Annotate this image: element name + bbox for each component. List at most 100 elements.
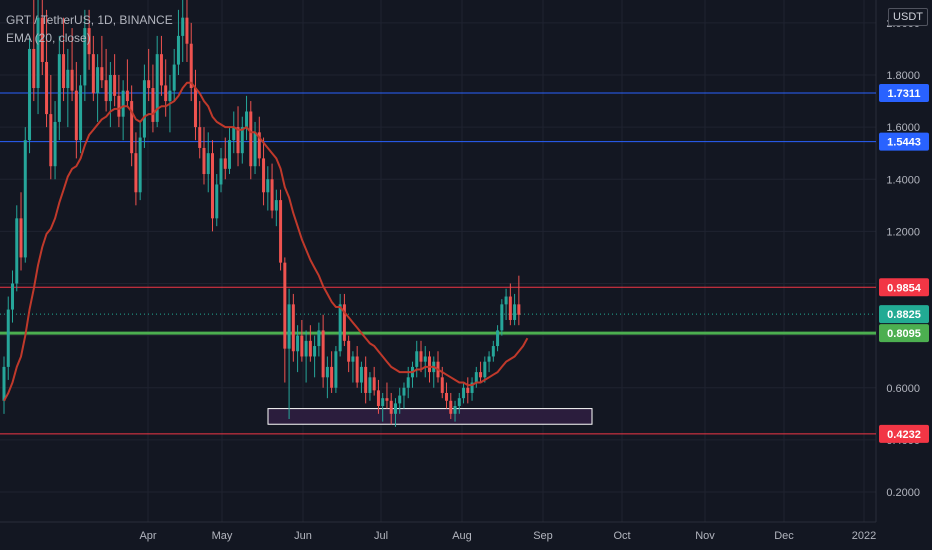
candle-body [513,304,517,320]
candle-body [296,335,300,352]
candle-body [457,398,461,406]
x-tick-label: 2022 [852,530,876,542]
currency-badge[interactable]: USDT [888,8,928,26]
candle-body [508,296,512,320]
candle-body [453,405,457,414]
candle-body [62,54,66,89]
x-tick-label: Aug [452,530,472,542]
candle-body [2,366,6,401]
candle-body [347,340,351,362]
candle-body [445,392,449,401]
candle-body [308,340,312,357]
candle-body [253,132,257,167]
candle-body [245,111,249,128]
candle-body [206,153,210,175]
candle-body [355,356,359,383]
candle-body [32,48,36,89]
candle-body [6,309,10,367]
candle-body [79,85,83,141]
candle-body [142,80,146,138]
level-price-label-box [879,132,929,151]
candle-body [159,54,163,86]
candle-body [11,283,15,310]
candle-body [262,158,266,193]
candle-body [359,366,363,383]
x-tick-label: Jul [374,530,388,542]
symbol-title[interactable]: GRT / TetherUS, 1D, BINANCE [6,13,173,27]
candle-body [189,43,193,89]
candle-body [466,387,470,393]
candle-body [176,35,180,65]
level-price-label: 0.4232 [887,429,921,441]
candle-body [249,111,253,167]
x-tick-label: Sep [533,530,553,542]
y-tick-label: 0.6000 [886,383,920,395]
candle-body [389,400,393,414]
candle-body [36,17,40,89]
candle-body [121,90,125,117]
candle-body [83,28,87,86]
candle-body [402,387,406,396]
ema-polyline [3,81,529,402]
horizontal-levels [0,92,876,435]
candle-body [168,90,172,102]
candle-body [87,28,91,55]
level-price-label: 0.8095 [887,328,921,340]
candle-body [193,88,197,128]
ema-line [3,81,529,402]
candle-body [198,127,202,148]
candle-body [172,64,176,91]
level-price-label: 0.9854 [887,282,922,294]
candle-body [334,351,338,388]
candle-body [385,398,389,401]
level-price-label: 1.5443 [887,137,921,149]
y-tick-label: 0.2000 [886,487,920,499]
candle-body [19,218,23,258]
grid-lines [0,0,876,522]
candle-body [155,54,159,122]
candle-body [364,366,368,393]
candle-body [351,356,355,362]
candle-body [279,200,283,263]
candle-body [223,158,227,169]
zone-rect [267,408,593,425]
current-price-label: 0.8825 [887,309,921,321]
candle-body [406,377,410,388]
candle-body [317,330,321,347]
candle-body [266,179,270,193]
chart-legend: GRT / TetherUS, 1D, BINANCE EMA (20, clo… [6,11,173,47]
candle-body [219,158,223,185]
level-price-label-box [879,83,929,102]
x-tick-label: Apr [139,530,156,542]
candle-body [415,351,419,367]
candle-body [496,330,500,347]
current-price-label-box [879,305,929,324]
candle-body [517,304,521,315]
candle-body [304,340,308,357]
candle-body [419,351,423,362]
candle-body [393,403,397,414]
candle-body [428,356,431,373]
candle-body [257,132,261,159]
time-axis[interactable]: Apr May Jun Jul Aug Sep Oct Nov Dec 2022 [0,521,876,542]
candle-body [113,75,117,96]
candle-body [228,140,232,169]
candle-body [100,67,104,81]
candle-body [181,17,185,36]
candle-body [28,48,32,141]
candle-body [283,262,287,349]
candle-body [487,356,491,362]
candle-body [91,54,95,94]
accumulation-zone [267,408,593,425]
level-price-label-box [879,324,929,343]
candle-body [15,218,19,284]
candle-body [240,127,244,154]
x-tick-label: Oct [613,530,630,542]
indicator-title[interactable]: EMA (20, close) [6,31,91,45]
candle-body [291,304,295,352]
candle-body [215,184,219,219]
candle-body [491,346,495,357]
candle-body [338,304,342,352]
candle-body [210,153,214,219]
